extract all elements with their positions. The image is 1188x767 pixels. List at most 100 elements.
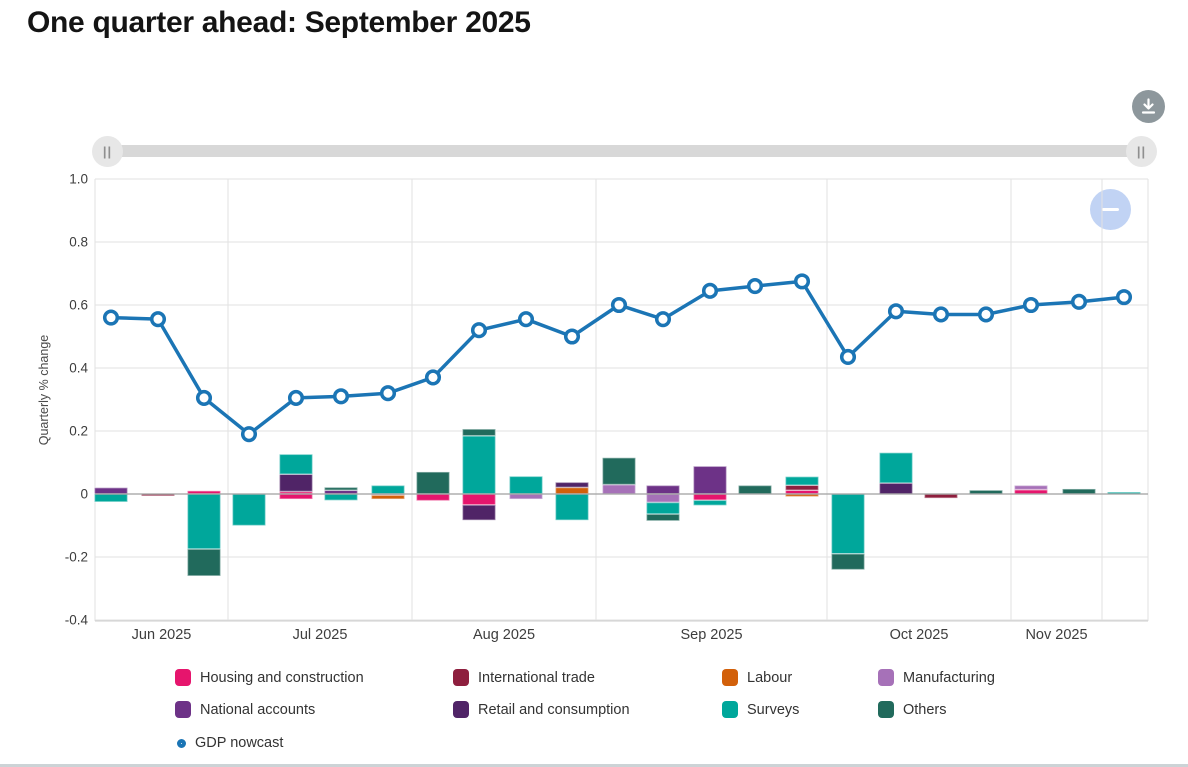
gdp-nowcast-point[interactable]: [1070, 293, 1088, 310]
bar-segment[interactable]: [878, 451, 914, 484]
y-axis-tick-label: -0.4: [65, 613, 89, 628]
gdp-nowcast-point[interactable]: [610, 296, 628, 314]
legend-item[interactable]: International trade: [453, 669, 595, 686]
gdp-nowcast-point[interactable]: [932, 306, 950, 323]
bar-segment[interactable]: [323, 493, 359, 502]
x-axis-month-label: Sep 2025: [680, 627, 742, 643]
nowcast-marker-icon: [177, 738, 186, 748]
legend-label: Labour: [747, 669, 793, 686]
legend-item[interactable]: Manufacturing: [878, 669, 995, 686]
bar-segment[interactable]: [554, 481, 590, 489]
legend-item[interactable]: Surveys: [722, 701, 799, 718]
page-title: One quarter ahead: September 2025: [27, 6, 531, 39]
bar-segment[interactable]: [692, 499, 728, 507]
bar-segment[interactable]: [278, 453, 314, 475]
gdp-nowcast-point[interactable]: [102, 309, 120, 326]
bar-segment[interactable]: [508, 475, 544, 495]
legend-item[interactable]: Labour: [722, 669, 792, 686]
gdp-nowcast-point[interactable]: [332, 388, 350, 405]
legend-item[interactable]: Retail and consumption: [453, 701, 630, 718]
gdp-nowcast-point[interactable]: [701, 282, 719, 299]
bar-segment[interactable]: [278, 493, 314, 500]
gdp-nowcast-point[interactable]: [1022, 296, 1040, 314]
legend-item[interactable]: National accounts: [175, 701, 315, 718]
gdp-nowcast-point[interactable]: [379, 385, 397, 402]
y-axis-tick-label: 0.4: [69, 361, 88, 376]
bar-segment[interactable]: [645, 493, 681, 504]
bar-segment[interactable]: [370, 484, 406, 495]
legend-label: Retail and consumption: [478, 701, 630, 718]
bar-segment[interactable]: [830, 553, 866, 571]
bar-segment[interactable]: [461, 504, 497, 521]
legend-label: GDP nowcast: [195, 735, 284, 751]
bar-segment[interactable]: [508, 493, 544, 500]
bar-segment[interactable]: [93, 486, 129, 495]
gdp-nowcast-point[interactable]: [287, 389, 305, 406]
bar-segment[interactable]: [186, 548, 222, 577]
minus-icon: [1102, 208, 1119, 211]
gdp-nowcast-point[interactable]: [240, 426, 258, 443]
bar-segment[interactable]: [923, 493, 959, 499]
bar-segment[interactable]: [1013, 484, 1049, 491]
bar-segment[interactable]: [878, 482, 914, 495]
legend-item[interactable]: Others: [878, 701, 947, 718]
gdp-nowcast-point[interactable]: [839, 348, 857, 366]
bar-segment[interactable]: [554, 486, 590, 495]
legend-label: Surveys: [747, 701, 800, 718]
y-axis-tick-label: 0: [80, 487, 88, 502]
gdp-nowcast-point[interactable]: [149, 311, 167, 328]
gdp-nowcast-point[interactable]: [424, 369, 442, 386]
bar-segment[interactable]: [645, 501, 681, 515]
bar-segment[interactable]: [692, 493, 728, 502]
range-slider-track[interactable]: [99, 145, 1145, 157]
bar-segment[interactable]: [645, 513, 681, 522]
gdp-nowcast-point[interactable]: [793, 273, 811, 290]
legend-swatch-icon: [878, 669, 894, 686]
bar-segment[interactable]: [554, 493, 590, 521]
bar-segment[interactable]: [461, 428, 497, 437]
download-button[interactable]: [1132, 90, 1165, 123]
bar-segment[interactable]: [370, 494, 406, 500]
bar-segment[interactable]: [645, 484, 681, 495]
gdp-nowcast-point[interactable]: [195, 389, 213, 406]
gdp-nowcast-point[interactable]: [470, 322, 488, 339]
bar-segment[interactable]: [231, 493, 267, 527]
legend-label: Housing and construction: [200, 669, 364, 686]
bar-segment[interactable]: [1061, 488, 1097, 495]
legend-swatch-icon: [175, 701, 191, 718]
x-axis-month-label: Jul 2025: [293, 627, 348, 643]
gdp-nowcast-point[interactable]: [517, 311, 535, 328]
bar-segment[interactable]: [830, 493, 866, 555]
bar-segment[interactable]: [784, 484, 820, 491]
bar-segment[interactable]: [415, 471, 451, 495]
legend-swatch-icon: [878, 701, 894, 718]
bar-segment[interactable]: [415, 493, 451, 502]
zoom-out-button[interactable]: [1090, 189, 1131, 230]
bar-segment[interactable]: [737, 484, 773, 495]
legend-item[interactable]: Housing and construction: [175, 669, 364, 686]
y-axis-title: Quarterly % change: [37, 334, 51, 446]
gdp-nowcast-point[interactable]: [887, 303, 905, 320]
gdp-nowcast-point[interactable]: [1115, 289, 1133, 306]
bar-segment[interactable]: [784, 475, 820, 486]
gdp-nowcast-point[interactable]: [654, 311, 672, 328]
range-slider-handle-right[interactable]: ||: [1126, 136, 1157, 167]
bar-segment[interactable]: [93, 493, 129, 503]
bar-segment[interactable]: [461, 434, 497, 495]
bar-segment[interactable]: [278, 473, 314, 493]
bar-segment[interactable]: [461, 493, 497, 506]
legend-swatch-icon: [722, 669, 738, 686]
bar-segment[interactable]: [601, 483, 637, 495]
bar-segment[interactable]: [323, 486, 359, 491]
legend-item-gdp-nowcast[interactable]: GDP nowcast: [177, 735, 283, 751]
range-slider-handle-left[interactable]: ||: [92, 136, 123, 167]
gdp-nowcast-point[interactable]: [746, 278, 764, 295]
x-axis-month-label: Nov 2025: [1025, 627, 1087, 643]
bar-segment[interactable]: [692, 465, 728, 495]
y-axis-tick-label: -0.2: [65, 550, 88, 565]
legend-swatch-icon: [453, 701, 469, 718]
gdp-nowcast-point[interactable]: [563, 328, 581, 345]
bar-segment[interactable]: [601, 457, 637, 486]
bar-segment[interactable]: [186, 493, 222, 550]
gdp-nowcast-point[interactable]: [977, 306, 995, 323]
